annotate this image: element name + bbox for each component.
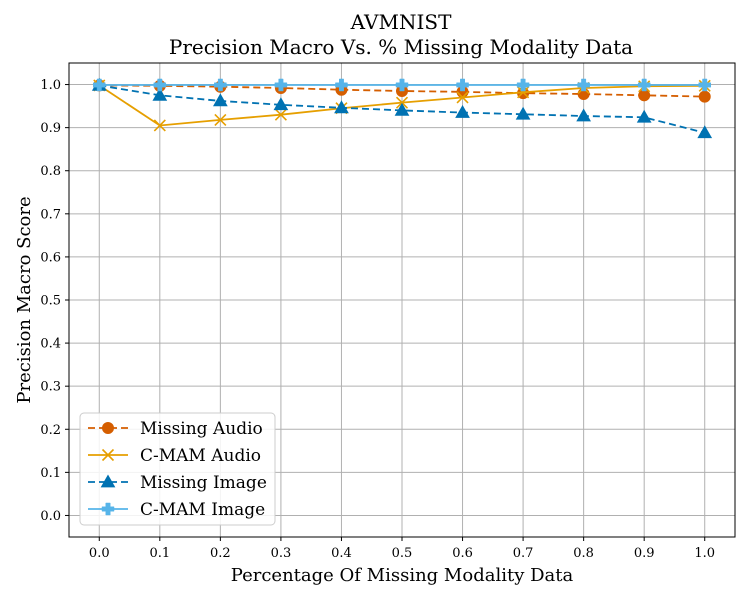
- x-tick-label: 0.0: [89, 546, 110, 561]
- y-tick-label: 0.9: [40, 121, 61, 136]
- legend-marker: [102, 422, 114, 434]
- data-point: [517, 86, 530, 99]
- legend-item: Missing Image: [88, 473, 267, 493]
- x-tick-label: 0.6: [452, 546, 473, 561]
- legend-marker: [101, 448, 115, 462]
- y-tick-label: 0.7: [40, 207, 61, 222]
- data-point: [697, 125, 713, 139]
- x-tick-label: 0.9: [634, 546, 655, 561]
- data-point: [214, 78, 227, 92]
- series-3: [93, 78, 711, 92]
- data-point: [273, 97, 289, 111]
- x-tick-label: 0.7: [513, 546, 534, 561]
- data-point: [395, 78, 409, 92]
- legend-item: C-MAM Image: [88, 500, 265, 520]
- x-tick-label: 0.5: [392, 546, 413, 561]
- data-point: [637, 78, 651, 92]
- data-point: [213, 93, 228, 107]
- x-tick-label: 0.1: [149, 546, 170, 561]
- data-point: [153, 119, 166, 132]
- legend-item: C-MAM Audio: [88, 446, 261, 466]
- data-point: [698, 78, 711, 92]
- data-point: [456, 91, 469, 104]
- legend-label: Missing Audio: [140, 419, 263, 439]
- y-tick-label: 1.0: [40, 78, 61, 93]
- data-point: [93, 78, 106, 92]
- legend-label: C-MAM Audio: [140, 446, 261, 466]
- series-layer: [91, 77, 713, 139]
- series-line: [99, 84, 705, 134]
- legend-label: C-MAM Image: [140, 500, 265, 520]
- chart-subtitle: Precision Macro Vs. % Missing Modality D…: [169, 35, 633, 59]
- x-tick-label: 0.2: [210, 546, 231, 561]
- data-point: [152, 87, 168, 101]
- data-point: [456, 78, 469, 92]
- data-point: [636, 109, 652, 123]
- legend: Missing Audio C-MAM Audio Missing Image C-M…: [79, 412, 276, 526]
- x-tick-label: 0.8: [573, 546, 594, 561]
- data-point: [516, 78, 530, 92]
- legend-marker: [100, 474, 116, 488]
- legend-item: Missing Audio: [88, 419, 263, 439]
- data-point: [274, 78, 288, 92]
- x-tick-label: 1.0: [694, 546, 715, 561]
- tick-layer: 0.0 0.1 0.2 0.3 0.4 0.5 0.6 0.7 0.8 0.9 1.0 0.0 0.1 0…: [40, 78, 715, 561]
- data-point: [395, 96, 409, 109]
- data-point: [515, 106, 531, 120]
- data-point: [698, 90, 711, 103]
- y-tick-label: 0.2: [40, 423, 61, 438]
- data-point: [394, 102, 410, 116]
- data-point: [153, 78, 167, 92]
- data-point: [455, 105, 470, 118]
- data-point: [638, 89, 651, 102]
- x-tick-label: 0.3: [271, 546, 292, 561]
- chart-title: AVMNIST: [350, 10, 452, 34]
- y-tick-label: 0.5: [40, 294, 61, 309]
- y-axis-label: Precision Macro Score: [14, 196, 35, 403]
- data-point: [214, 113, 227, 126]
- y-tick-label: 0.0: [40, 509, 61, 524]
- y-tick-label: 0.4: [40, 337, 61, 352]
- y-tick-label: 0.8: [40, 164, 61, 179]
- y-tick-label: 0.3: [40, 380, 61, 395]
- data-point: [274, 108, 287, 121]
- legend-label: Missing Image: [140, 473, 267, 493]
- data-point: [577, 78, 590, 92]
- series-2: [91, 77, 713, 139]
- data-point: [335, 78, 348, 92]
- x-axis-label: Percentage Of Missing Modality Data: [231, 565, 574, 586]
- data-point: [576, 108, 591, 122]
- x-tick-label: 0.4: [331, 546, 352, 561]
- legend-marker: [101, 502, 115, 516]
- y-tick-label: 0.6: [40, 250, 61, 265]
- y-tick-label: 0.1: [40, 466, 61, 481]
- data-point: [334, 100, 349, 114]
- legend-box: [79, 412, 276, 526]
